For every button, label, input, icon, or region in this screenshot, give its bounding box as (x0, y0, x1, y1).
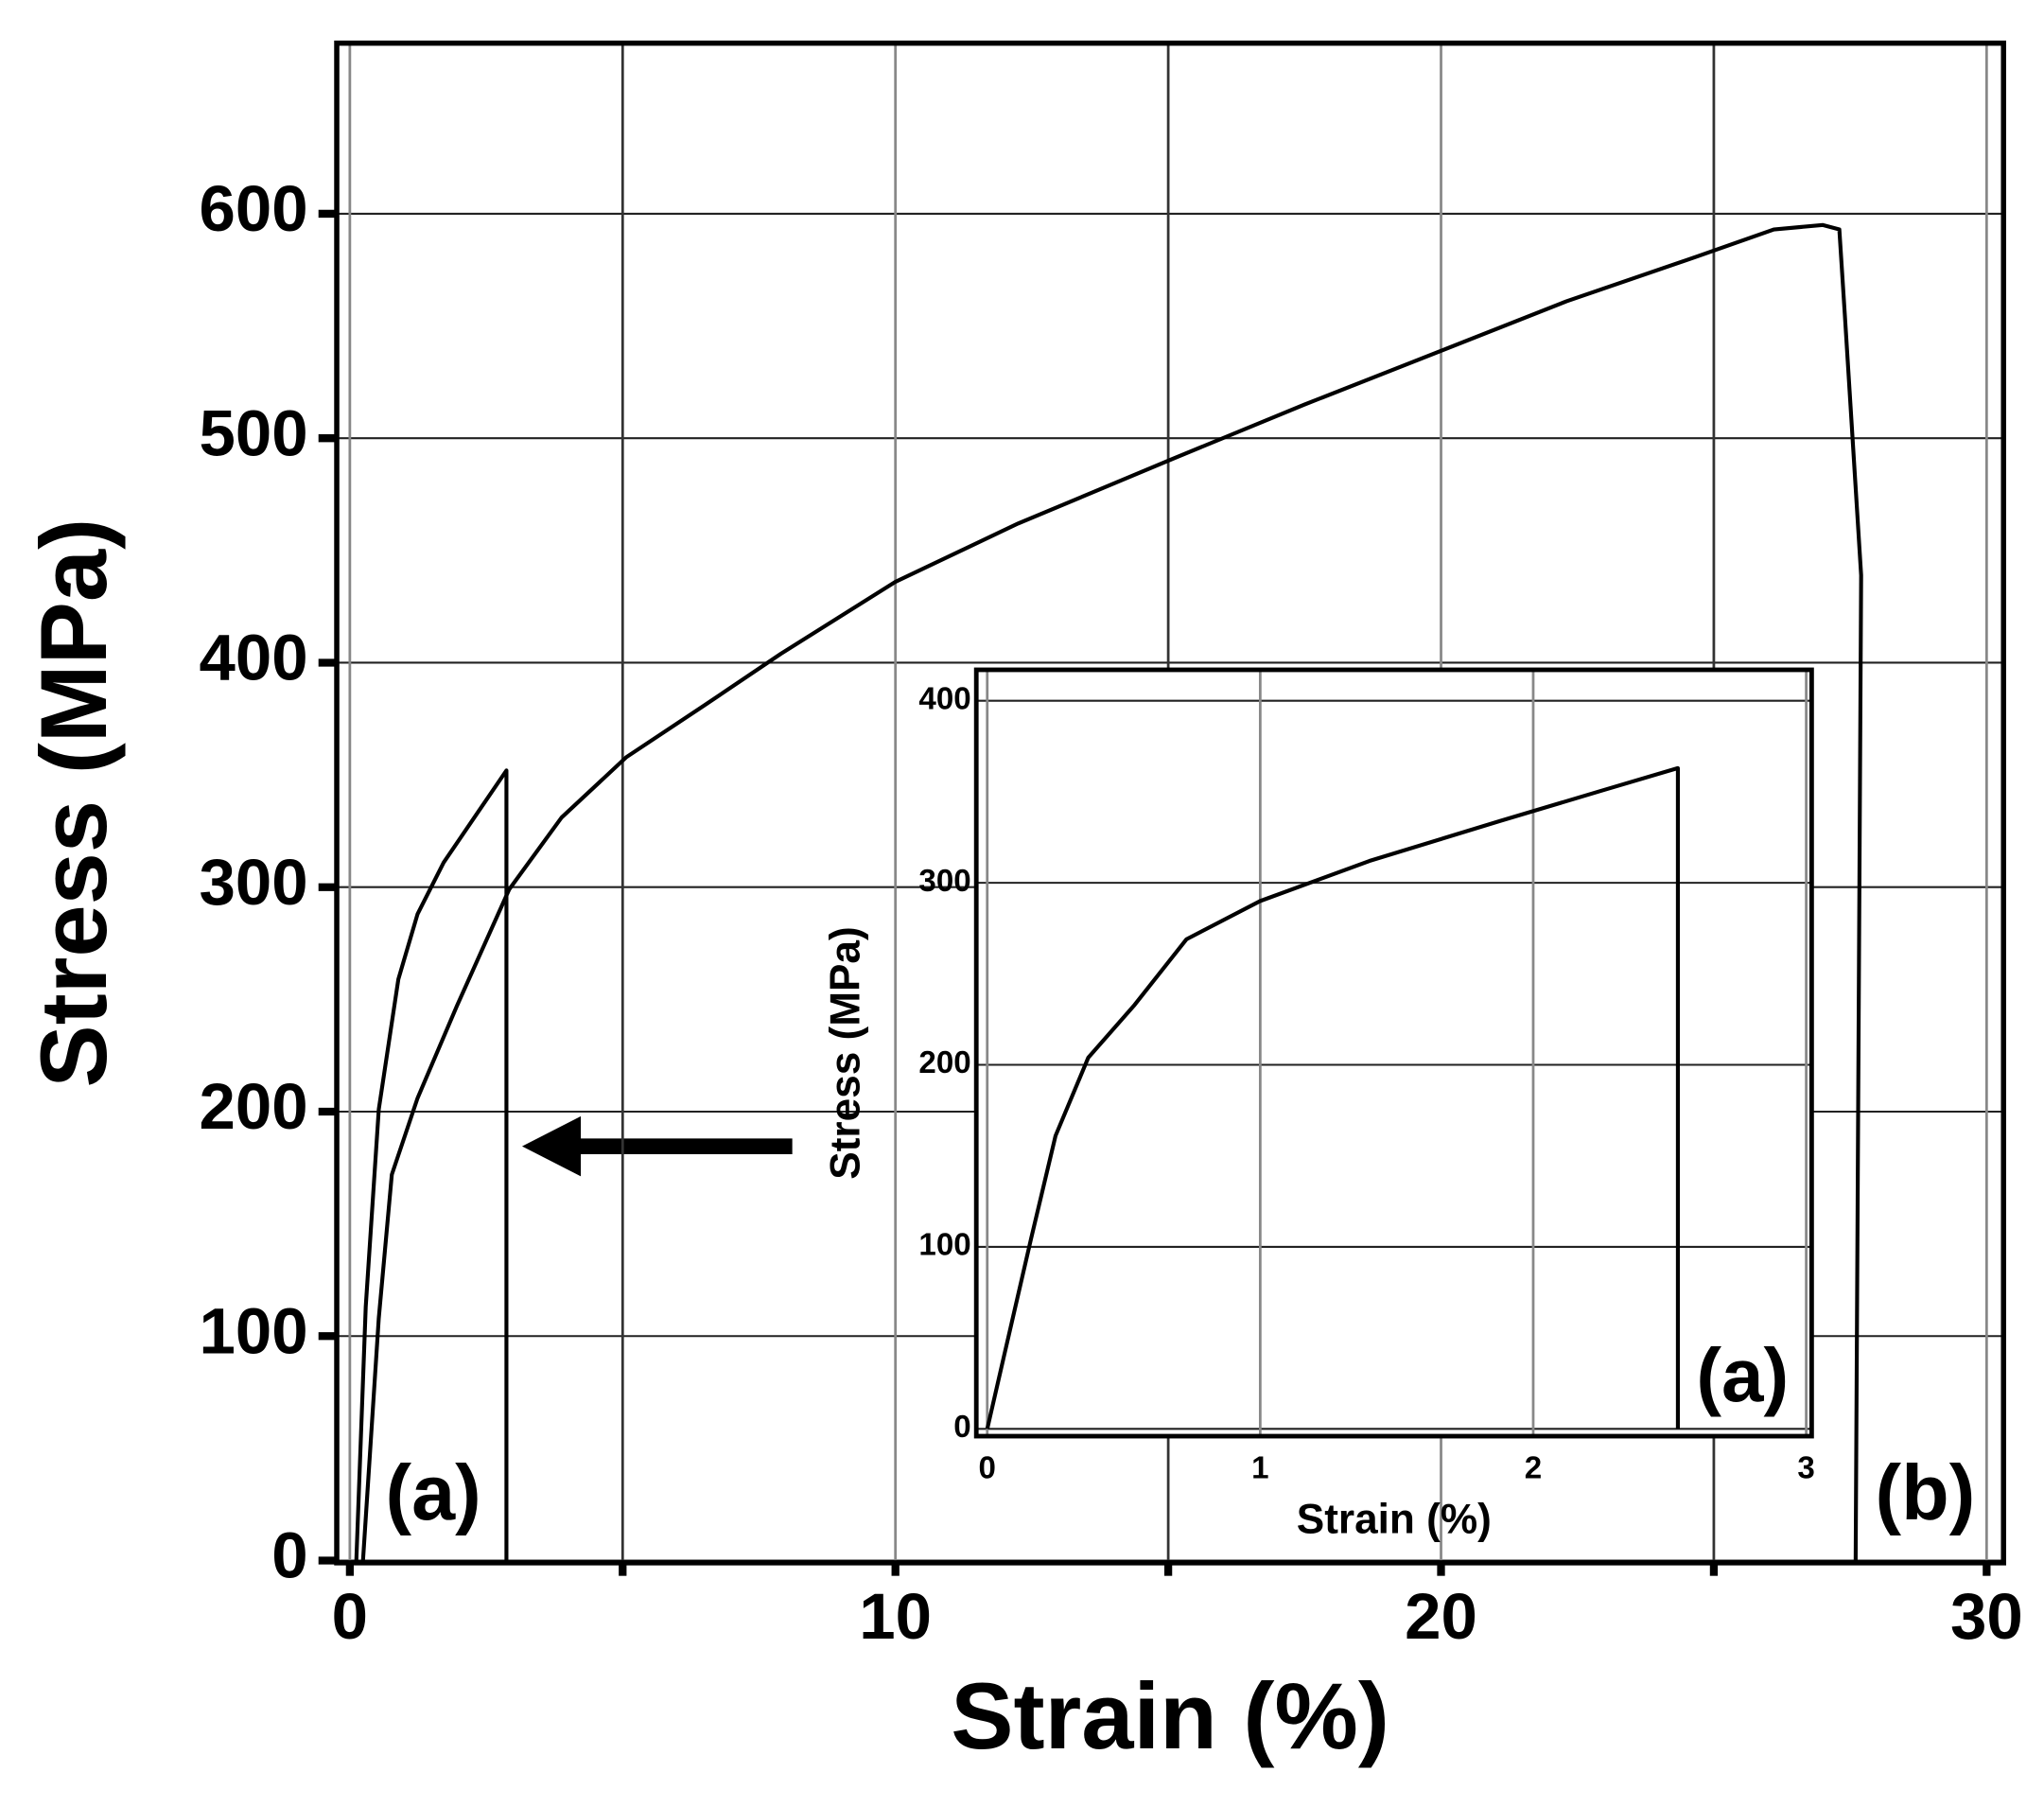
y-tick-label: 0 (953, 1410, 970, 1445)
x-tick-label: 10 (859, 1580, 932, 1653)
y-tick-label: 300 (918, 864, 970, 899)
x-tick-label: 1 (1251, 1451, 1268, 1486)
x-axis-title: Strain (%) (1297, 1497, 1492, 1543)
y-tick-label: 100 (918, 1228, 970, 1263)
series-line (360, 222, 1863, 1561)
plot-frame (334, 40, 2006, 1566)
annotation: (a) (386, 1448, 481, 1536)
series-line (354, 768, 509, 1561)
y-tick-label: 0 (271, 1519, 307, 1592)
y-tick-label: 500 (200, 396, 308, 469)
x-tick-label: 0 (979, 1451, 996, 1486)
y-axis-title: Stress (MPa) (22, 518, 127, 1088)
plot-frame (973, 667, 1814, 1439)
x-tick-label: 2 (1525, 1451, 1542, 1486)
annotation: (a) (1696, 1333, 1789, 1417)
annotation: (b) (1876, 1448, 1976, 1536)
y-tick-label: 300 (200, 846, 308, 919)
x-tick-label: 30 (1950, 1580, 2023, 1653)
x-tick-label: 3 (1797, 1451, 1814, 1486)
x-tick-label: 0 (332, 1580, 368, 1653)
y-axis-title: Stress (MPa) (823, 926, 869, 1179)
x-tick-label: 20 (1405, 1580, 1477, 1653)
y-tick-label: 100 (200, 1294, 308, 1367)
arrow-head (521, 1115, 582, 1177)
y-tick-label: 200 (918, 1045, 970, 1080)
y-tick-label: 200 (200, 1070, 308, 1143)
y-tick-label: 600 (200, 172, 308, 245)
chart: 0 100 200 300 400 0 1 2 3 Strain (%) Stress (MPa) (… (823, 667, 1815, 1543)
series-line (985, 765, 1680, 1430)
arrow (521, 1115, 793, 1177)
plot-background (976, 669, 1812, 1437)
y-tick-label: 400 (918, 681, 970, 716)
x-axis-title: Strain (%) (951, 1664, 1389, 1769)
y-tick-label: 400 (200, 622, 308, 694)
